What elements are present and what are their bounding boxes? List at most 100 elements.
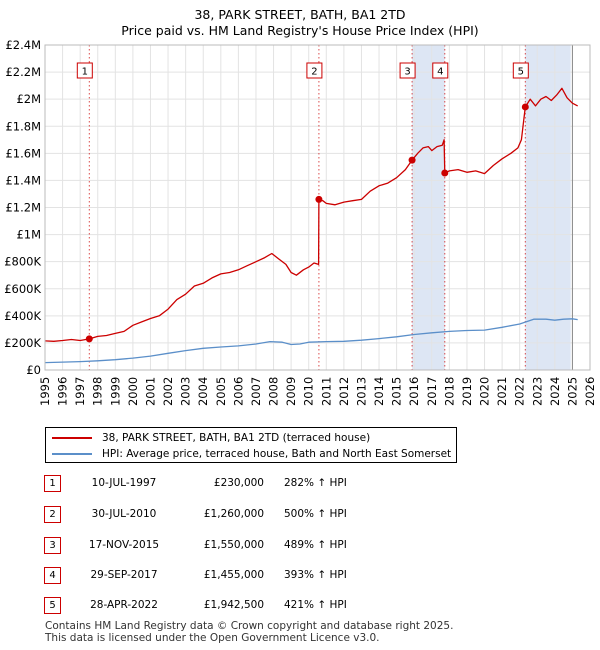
legend-hpi-label: HPI: Average price, terraced house, Bath… [102,448,452,460]
x-tick-label: 2025 [565,377,579,406]
x-tick-label: 2011 [319,377,333,406]
x-tick-label: 2003 [179,377,193,406]
table-row: 5 28-APR-2022 £1,942,500 421% ↑ HPI [44,595,404,615]
property-price-line [44,87,578,342]
x-tick-label: 2021 [495,377,509,406]
transaction-price: £1,455,000 [203,569,264,581]
x-tick-label: 2005 [214,377,228,406]
y-tick-label: £400K [4,309,41,323]
legend-property: 38, PARK STREET, BATH, BA1 2TD (terraced… [52,430,370,446]
footer-line-1: Contains HM Land Registry data © Crown c… [45,620,454,632]
chart-title: 38, PARK STREET, BATH, BA1 2TD [194,7,406,22]
sale-label-box [432,62,449,79]
table-row: 2 30-JUL-2010 £1,260,000 500% ↑ HPI [44,504,404,524]
y-tick-label: £1.6M [5,146,41,160]
y-tick-label: £2M [16,92,41,106]
transaction-date: 29-SEP-2017 [90,569,158,581]
sale-label-box [306,62,323,79]
transaction-number: 1 [44,475,61,492]
transaction-number: 3 [44,537,61,554]
x-tick-label: 2020 [478,377,492,406]
sale-label-box [512,62,529,79]
table-row: 3 17-NOV-2015 £1,550,000 489% ↑ HPI [44,535,404,555]
transaction-hpi: 282% ↑ HPI [284,477,347,489]
y-tick-label: £200K [4,336,41,350]
x-tick-label: 2026 [583,377,597,406]
x-tick-label: 2001 [143,377,157,406]
footer-attribution: Contains HM Land Registry data © Crown c… [45,620,453,644]
chart-subtitle: Price paid vs. HM Land Registry's House … [121,23,479,38]
x-tick-label: 2010 [302,377,316,406]
sale-label-box [76,62,93,79]
x-tick-label: 1996 [56,377,70,406]
y-tick-label: £2.4M [5,38,41,52]
x-tick-label: 2007 [249,377,263,406]
x-tick-label: 2017 [425,377,439,406]
x-tick-label: 2002 [161,377,175,406]
table-row: 1 10-JUL-1997 £230,000 282% ↑ HPI [44,473,404,493]
transaction-price: £1,550,000 [203,539,264,551]
sale-label-number: 4 [437,67,443,78]
y-tick-label: £600K [4,282,41,296]
sale-point [521,103,529,111]
legend-hpi-swatch [52,453,92,455]
transaction-number: 2 [44,506,61,523]
x-tick-label: 2019 [460,377,474,406]
transaction-hpi: 393% ↑ HPI [284,569,347,581]
x-tick-label: 2022 [513,377,527,406]
y-tick-label: £2.2M [5,65,41,79]
chart-legend: 38, PARK STREET, BATH, BA1 2TD (terraced… [45,427,457,463]
y-tick-label: £0 [26,363,41,377]
x-tick-label: 2023 [530,377,544,406]
transaction-number: 4 [44,567,61,584]
legend-property-label: 38, PARK STREET, BATH, BA1 2TD (terraced… [102,432,371,444]
hpi-line [44,318,578,364]
x-tick-label: 2014 [372,377,386,406]
footer-line-2: This data is licensed under the Open Gov… [45,632,380,644]
x-tick-label: 2018 [442,377,456,406]
table-row: 4 29-SEP-2017 £1,455,000 393% ↑ HPI [44,565,404,585]
transaction-price: £1,942,500 [203,599,264,611]
sale-point [441,169,449,177]
x-tick-label: 2015 [390,377,404,406]
legend-hpi: HPI: Average price, terraced house, Bath… [52,446,451,462]
x-tick-label: 2008 [267,377,281,406]
x-tick-label: 2006 [231,377,245,406]
transaction-date: 10-JUL-1997 [91,477,157,489]
transaction-date: 28-APR-2022 [90,599,158,611]
sale-label-box [399,62,416,79]
transaction-hpi: 500% ↑ HPI [284,508,347,520]
x-tick-label: 2012 [337,377,351,406]
price-chart: £0 £200K £400K £600K £800K £1M £1.2M £1.4M £1.6M… [4,38,597,406]
transaction-date: 30-JUL-2010 [91,508,157,520]
x-tick-label: 1995 [38,377,52,406]
x-tick-label: 2009 [284,377,298,406]
transaction-hpi: 421% ↑ HPI [284,599,347,611]
legend-property-swatch [52,437,92,439]
transaction-hpi: 489% ↑ HPI [284,539,347,551]
sale-point [315,195,323,203]
x-tick-label: 2004 [196,377,210,406]
sale-label-number: 5 [518,67,524,78]
y-tick-label: £1.2M [5,201,41,215]
x-tick-label: 2013 [354,377,368,406]
sale-label-number: 1 [82,67,88,78]
transaction-price: £1,260,000 [203,508,264,520]
transaction-price: £230,000 [213,477,264,489]
y-tick-label: £1.8M [5,119,41,133]
plot-frame [44,44,591,371]
transaction-date: 17-NOV-2015 [88,539,160,551]
y-tick-label: £1.4M [5,173,41,187]
x-tick-label: 2000 [126,377,140,406]
sale-label-number: 3 [404,67,410,78]
x-tick-label: 2024 [548,377,562,406]
y-tick-label: £1M [16,228,41,242]
y-tick-label: £800K [4,255,41,269]
sale-point [85,335,93,343]
x-tick-label: 1999 [108,377,122,406]
x-tick-label: 1997 [73,377,87,406]
sale-point [408,156,416,164]
x-tick-label: 1998 [91,377,105,406]
x-tick-label: 2016 [407,377,421,406]
transaction-number: 5 [44,597,61,614]
